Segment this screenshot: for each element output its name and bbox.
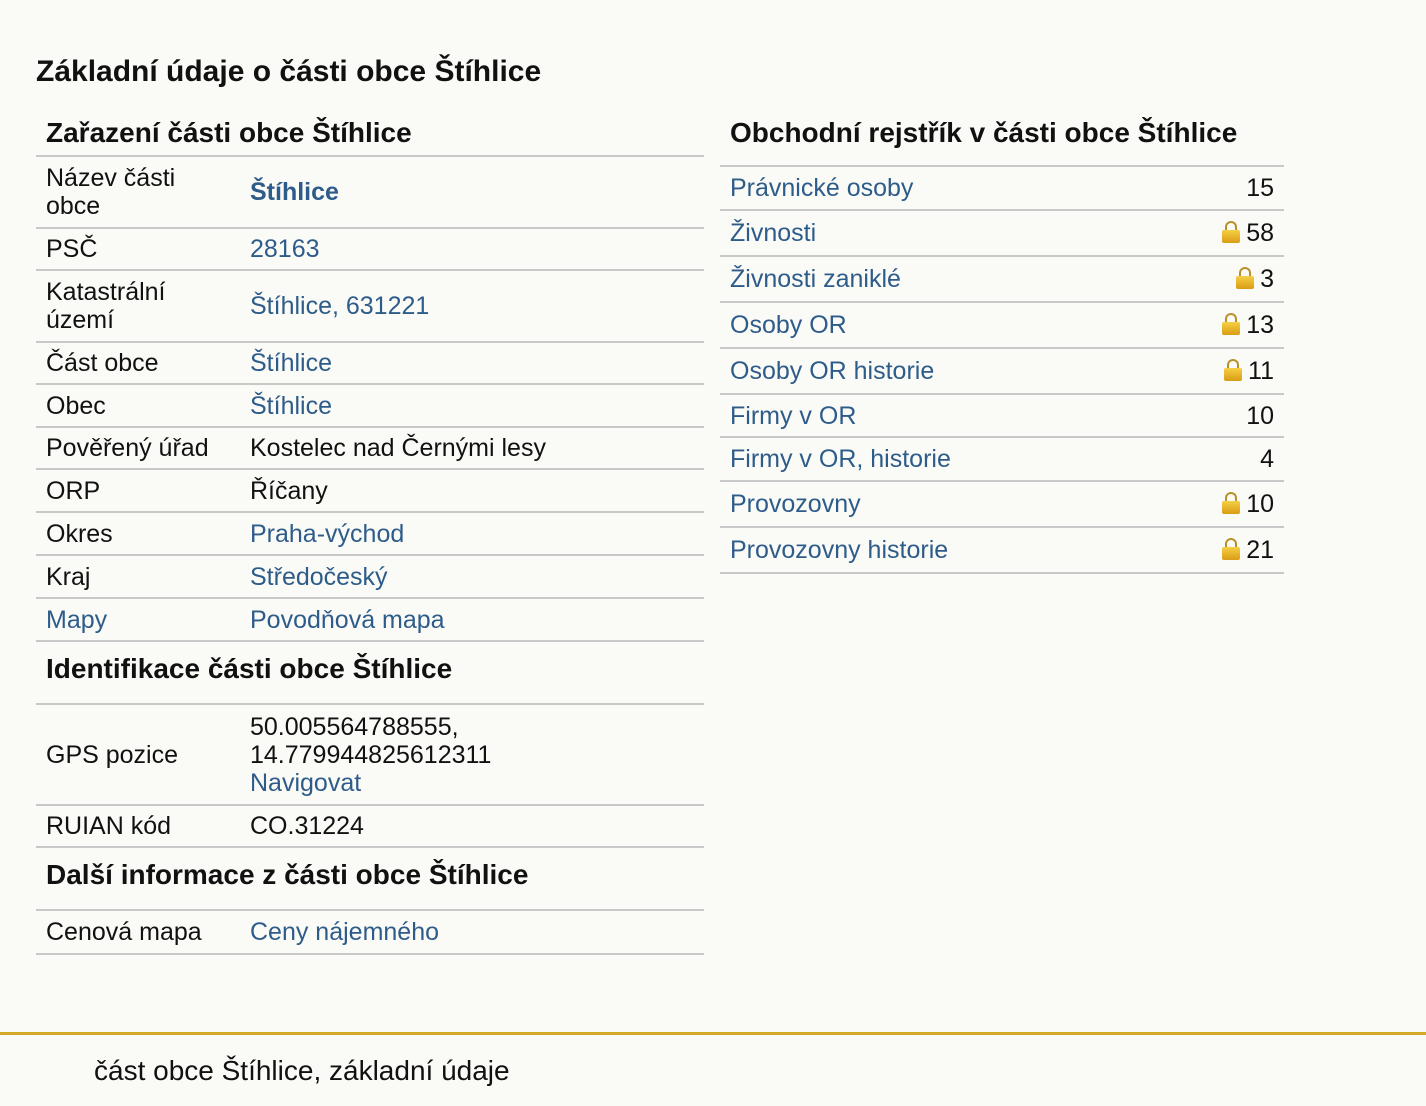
provozovny-historie-count: 21	[1246, 536, 1274, 564]
katastr-link[interactable]: Štíhlice, 631221	[250, 292, 430, 320]
identifikace-table: GPS pozice 50.005564788555, 14.779944825…	[36, 705, 704, 848]
povereny-urad-value: Kostelec nad Černými lesy	[240, 427, 704, 470]
psc-link[interactable]: 28163	[250, 235, 320, 263]
obec-link[interactable]: Štíhlice	[250, 391, 332, 420]
row-label-orp: ORP	[36, 469, 240, 513]
table-row: Okres Praha-východ	[36, 512, 704, 556]
dalsi-table: Cenová mapa Ceny nájemného	[36, 911, 704, 955]
table-row: RUIAN kód CO.31224	[36, 805, 704, 848]
row-label-nazev: Název části obce	[36, 157, 240, 229]
pravnicke-osoby-count: 15	[1154, 167, 1284, 211]
row-label-katastr: Katastrální území	[36, 270, 240, 343]
row-label-povereny-urad: Pověřený úřad	[36, 427, 240, 470]
table-row: Živnosti 58	[720, 210, 1284, 257]
footer-text: část obce Štíhlice, základní údaje	[94, 1055, 510, 1086]
zivnosti-zanikle-count: 3	[1260, 265, 1274, 293]
table-row: Osoby OR 13	[720, 302, 1284, 349]
lock-icon	[1222, 492, 1241, 514]
nazev-link[interactable]: Štíhlice	[250, 178, 339, 206]
table-row: Provozovny historie 21	[720, 527, 1284, 574]
section-title-dalsi: Další informace z části obce Štíhlice	[36, 848, 704, 911]
rejstrik-table: Právnické osoby 15 Živnosti 58 Živnosti …	[720, 167, 1284, 574]
navigovat-link[interactable]: Navigovat	[250, 768, 362, 797]
lock-icon	[1222, 221, 1241, 243]
zivnosti-link[interactable]: Živnosti	[730, 219, 817, 247]
row-label-cast-obce: Část obce	[36, 342, 240, 385]
table-row: Mapy Povodňová mapa	[36, 598, 704, 642]
zarazeni-table: Název části obce Štíhlice PSČ 28163 Kata…	[36, 157, 704, 642]
section-title-rejstrik: Obchodní rejstřík v části obce Štíhlice	[720, 108, 1284, 167]
provozovny-historie-link[interactable]: Provozovny historie	[730, 536, 949, 564]
table-row: Živnosti zaniklé 3	[720, 256, 1284, 303]
table-row: ORP Říčany	[36, 469, 704, 513]
lock-icon	[1222, 313, 1241, 335]
table-row: Název části obce Štíhlice	[36, 157, 704, 229]
table-row: Firmy v OR 10	[720, 394, 1284, 438]
table-row: Provozovny 10	[720, 481, 1284, 528]
povodnova-mapa-link[interactable]: Povodňová mapa	[250, 605, 445, 634]
osoby-or-link[interactable]: Osoby OR	[730, 311, 847, 339]
row-label-psc: PSČ	[36, 228, 240, 271]
table-row: Katastrální území Štíhlice, 631221	[36, 270, 704, 343]
lock-icon	[1222, 538, 1241, 560]
row-label-obec: Obec	[36, 384, 240, 428]
kraj-link[interactable]: Středočeský	[250, 562, 388, 591]
section-title-zarazeni: Zařazení části obce Štíhlice	[36, 108, 704, 157]
provozovny-link[interactable]: Provozovny	[730, 490, 861, 518]
lock-icon	[1236, 267, 1255, 289]
page-title: Základní údaje o části obce Štíhlice	[36, 55, 542, 88]
pravnicke-osoby-link[interactable]: Právnické osoby	[730, 174, 914, 202]
table-row: Část obce Štíhlice	[36, 342, 704, 385]
row-label-okres: Okres	[36, 512, 240, 556]
table-row: Kraj Středočeský	[36, 555, 704, 599]
provozovny-count: 10	[1246, 490, 1274, 518]
table-row: Firmy v OR, historie 4	[720, 437, 1284, 482]
table-row: PSČ 28163	[36, 228, 704, 271]
row-label-kraj: Kraj	[36, 555, 240, 599]
firmy-v-or-historie-count: 4	[1154, 437, 1284, 482]
okres-link[interactable]: Praha-východ	[250, 519, 405, 548]
lock-icon	[1224, 359, 1243, 381]
row-label-gps: GPS pozice	[36, 705, 240, 806]
gps-value: 50.005564788555, 14.779944825612311	[250, 712, 492, 769]
footer: část obce Štíhlice, základní údaje	[0, 1032, 1426, 1106]
right-column: Obchodní rejstřík v části obce Štíhlice …	[720, 108, 1284, 574]
ruian-value: CO.31224	[240, 805, 704, 848]
table-row: Právnické osoby 15	[720, 167, 1284, 211]
ceny-najemneho-link[interactable]: Ceny nájemného	[250, 918, 440, 946]
zivnosti-count: 58	[1246, 219, 1274, 247]
table-row: Obec Štíhlice	[36, 384, 704, 428]
cast-obce-link[interactable]: Štíhlice	[250, 349, 332, 377]
section-title-identifikace: Identifikace části obce Štíhlice	[36, 642, 704, 705]
table-row: Osoby OR historie 11	[720, 348, 1284, 395]
row-label-ruian: RUIAN kód	[36, 805, 240, 848]
table-row: Pověřený úřad Kostelec nad Černými lesy	[36, 427, 704, 470]
mapy-link[interactable]: Mapy	[46, 605, 108, 634]
firmy-v-or-count: 10	[1154, 394, 1284, 438]
osoby-or-historie-count: 11	[1248, 357, 1274, 385]
zivnosti-zanikle-link[interactable]: Živnosti zaniklé	[730, 265, 901, 293]
row-label-cenova-mapa: Cenová mapa	[36, 911, 240, 955]
osoby-or-historie-link[interactable]: Osoby OR historie	[730, 357, 935, 385]
orp-value: Říčany	[240, 469, 704, 513]
table-row: Cenová mapa Ceny nájemného	[36, 911, 704, 955]
osoby-or-count: 13	[1246, 311, 1274, 339]
firmy-v-or-historie-link[interactable]: Firmy v OR, historie	[730, 445, 951, 473]
firmy-v-or-link[interactable]: Firmy v OR	[730, 401, 857, 430]
left-column: Zařazení části obce Štíhlice Název části…	[36, 108, 704, 955]
table-row: GPS pozice 50.005564788555, 14.779944825…	[36, 705, 704, 806]
